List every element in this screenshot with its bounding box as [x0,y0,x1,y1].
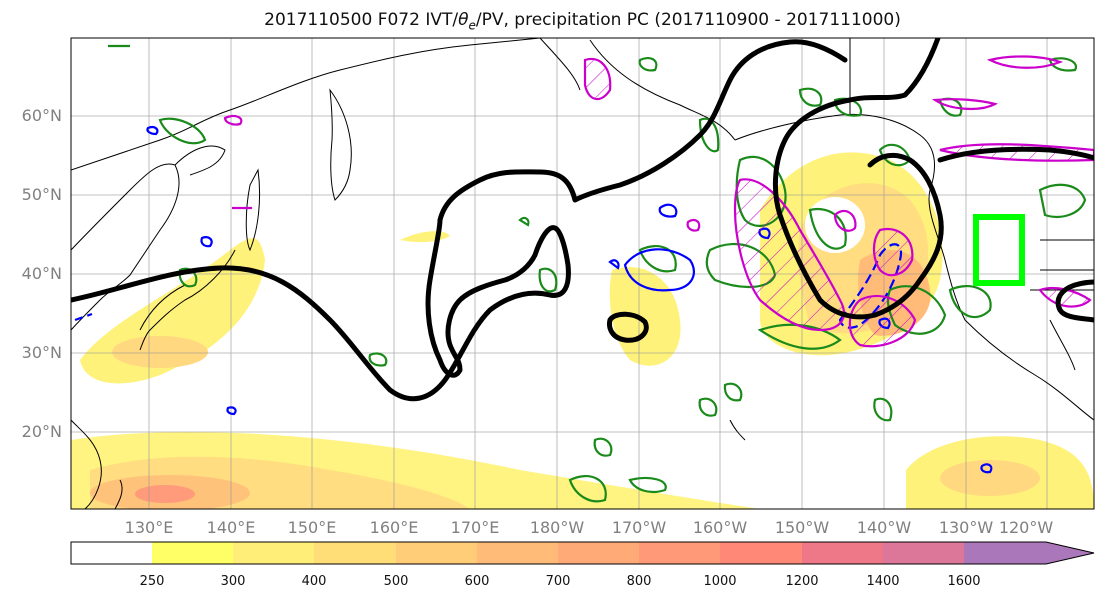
lat-label-20n: 20°N [21,422,62,441]
lon-label-130w: 130°W [938,518,994,537]
colorbar-segment [477,542,558,564]
lon-label-180w: 180°W [529,518,585,537]
lon-label-140w: 140°W [856,518,912,537]
lon-label-140e: 140°E [206,518,256,537]
colorbar-label-1200: 1200 [785,574,819,589]
colorbar-label-250: 250 [139,574,165,589]
colorbar-label-800: 800 [626,574,652,589]
lon-label-150w: 150°W [774,518,830,537]
colorbar-segment [314,542,396,564]
lat-label-40n: 40°N [21,264,62,283]
colorbar-label-1600: 1600 [947,574,981,589]
lon-label-130e: 130°E [124,518,174,537]
highlight-box [973,214,1025,286]
colorbar-segment [396,542,477,564]
colorbar-segment [233,542,314,564]
figure-title: 2017110500 F072 IVT/θe/PV, precipitation… [264,10,901,33]
colorbar [70,541,1095,565]
lon-label-160e: 160°E [369,518,419,537]
colorbar-label-500: 500 [383,574,409,589]
colorbar-segment [802,542,883,564]
colorbar-label-300: 300 [220,574,246,589]
colorbar-segment [152,542,233,564]
colorbar-label-400: 400 [301,574,327,589]
pv-contours [71,38,1094,402]
lon-label-170w: 170°W [611,518,667,537]
colorbar-label-1400: 1400 [866,574,900,589]
map-panel [71,38,1094,509]
colorbar-segment [883,542,964,564]
colorbar-label-600: 600 [464,574,490,589]
colorbar-segment [639,542,720,564]
lon-label-170e: 170°E [450,518,500,537]
colorbar-extend-arrow [1046,542,1094,564]
lat-label-60n: 60°N [21,106,62,125]
colorbar-segment [720,542,802,564]
lon-label-120w: 120°W [998,518,1054,537]
colorbar-label-1000: 1000 [703,574,737,589]
positive-contours [108,44,1087,503]
coastlines [71,38,1094,509]
colorbar-segment [71,542,152,564]
map-frame [70,37,1095,510]
colorbar-label-700: 700 [545,574,571,589]
lon-label-160w: 160°W [692,518,748,537]
lat-label-30n: 30°N [21,343,62,362]
lat-label-50n: 50°N [21,185,62,204]
lon-label-150e: 150°E [287,518,337,537]
colorbar-segment [558,542,639,564]
colorbar-frame [70,541,1095,565]
colorbar-segment [964,542,1046,564]
